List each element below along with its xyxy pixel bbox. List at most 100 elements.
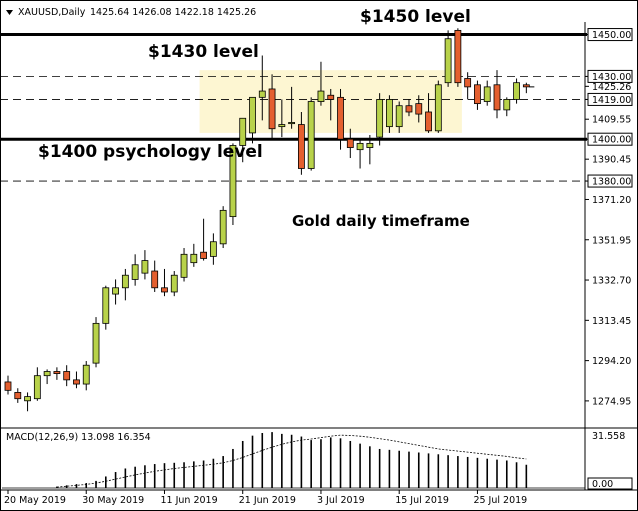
price-tick-label: 1409.55 bbox=[592, 115, 631, 126]
annotation-1400: $1400 psychology level bbox=[38, 142, 263, 162]
candle-bear bbox=[493, 84, 501, 111]
ohlc-readout: 1425.64 1426.08 1422.18 1425.26 bbox=[90, 7, 256, 18]
annotation-1450: $1450 level bbox=[360, 7, 471, 27]
macd-histogram bbox=[56, 432, 528, 488]
price-tick-label: 1274.95 bbox=[592, 396, 631, 407]
candle-bull bbox=[121, 274, 129, 289]
candle-bull bbox=[141, 260, 149, 274]
chart-header: XAUUSD,Daily 1425.64 1426.08 1422.18 142… bbox=[6, 7, 256, 18]
candle-bull bbox=[366, 142, 374, 148]
price-tick-label: 1294.20 bbox=[592, 356, 631, 367]
candle-bull bbox=[102, 287, 110, 324]
candle-bull bbox=[82, 364, 90, 385]
candle-bull bbox=[24, 396, 31, 402]
symbol-label: XAUUSD,Daily bbox=[18, 7, 86, 18]
price-tick-label: 1371.20 bbox=[592, 195, 631, 206]
time-tick-label: 30 May 2019 bbox=[82, 495, 144, 506]
price-tick-label: 1380.00 bbox=[592, 177, 631, 188]
candle-bear bbox=[14, 392, 22, 400]
candle-bull bbox=[434, 84, 442, 132]
candle-bull bbox=[288, 122, 296, 125]
candles bbox=[4, 28, 535, 412]
candle-bull bbox=[444, 38, 452, 84]
candle-bear bbox=[454, 29, 462, 84]
time-tick-label: 20 May 2019 bbox=[4, 495, 66, 506]
candle-bull bbox=[229, 145, 237, 218]
candle-bear bbox=[200, 251, 208, 259]
candle-bull bbox=[92, 322, 100, 364]
time-tick-label: 3 Jul 2019 bbox=[317, 495, 365, 506]
candle-bull bbox=[278, 124, 286, 128]
time-axis: 20 May 2019 30 May 2019 11 Jun 2019 21 Jun … bbox=[4, 490, 527, 506]
price-tick-label: 1430.00 bbox=[592, 72, 631, 83]
candle-bear bbox=[405, 105, 413, 113]
candle-bear bbox=[268, 88, 276, 130]
candle-bull bbox=[356, 142, 364, 151]
candle-bear bbox=[464, 78, 472, 88]
candle-bear bbox=[161, 287, 168, 293]
price-tick-label: 1390.45 bbox=[592, 155, 631, 166]
candle-bull bbox=[180, 253, 188, 278]
candle-bear bbox=[73, 379, 80, 385]
macd-tick-max: 31.558 bbox=[592, 431, 625, 442]
candle-bull bbox=[395, 105, 403, 128]
macd-label: MACD(12,26,9) 13.098 16.354 bbox=[6, 432, 151, 443]
macd-signal-line bbox=[56, 434, 527, 488]
candle-bear bbox=[4, 381, 12, 391]
candle-bear bbox=[474, 84, 481, 105]
price-level-box bbox=[587, 92, 633, 106]
candle-bull bbox=[513, 82, 520, 100]
price-panel bbox=[0, 28, 587, 412]
candle-bull bbox=[239, 117, 247, 146]
time-tick-label: 11 Jun 2019 bbox=[160, 495, 217, 506]
candle-bear bbox=[337, 96, 344, 140]
candle-bull bbox=[112, 287, 119, 295]
candle-bear bbox=[297, 124, 305, 169]
candle-bear bbox=[53, 371, 61, 374]
price-level-box bbox=[587, 174, 633, 188]
level-lines bbox=[0, 33, 587, 182]
annotation-1430: $1430 level bbox=[148, 42, 259, 62]
candle-bull bbox=[170, 274, 178, 293]
candle-bull bbox=[190, 253, 198, 264]
candle-bull bbox=[258, 90, 266, 98]
candle-bear bbox=[346, 138, 354, 148]
candle-bull bbox=[249, 96, 256, 134]
candle-bear bbox=[415, 103, 423, 115]
price-level-box bbox=[587, 69, 633, 83]
candle-bull bbox=[376, 99, 384, 138]
candle-bull bbox=[209, 241, 217, 257]
candle-bull bbox=[307, 101, 315, 169]
price-tick-label: 1400.00 bbox=[592, 135, 631, 146]
triangle-down-icon[interactable] bbox=[6, 10, 13, 15]
candle-bull bbox=[503, 99, 511, 111]
candle-bear bbox=[151, 270, 159, 289]
time-tick-label: 15 Jul 2019 bbox=[395, 495, 449, 506]
time-tick-label: 21 Jun 2019 bbox=[239, 495, 296, 506]
price-tick-label: 1351.95 bbox=[592, 235, 631, 246]
candle-bear bbox=[522, 84, 530, 88]
price-level-box bbox=[587, 132, 633, 146]
candle-bull bbox=[219, 209, 227, 245]
candle-bull bbox=[43, 371, 51, 377]
price-tick-label: 1313.45 bbox=[592, 316, 631, 327]
candle-bull bbox=[317, 90, 325, 102]
price-tick-label: 1450.00 bbox=[592, 30, 631, 41]
price-tick-label: 1425.26 bbox=[592, 82, 631, 93]
price-tick-label: 1332.70 bbox=[592, 276, 631, 287]
macd-tick-zero: 0.00 bbox=[592, 479, 613, 490]
candle-bear bbox=[327, 94, 335, 100]
chart-title: Gold daily timeframe bbox=[292, 212, 470, 230]
candle-bear bbox=[63, 371, 71, 381]
candle-bear bbox=[425, 111, 432, 132]
macd-zero-box bbox=[587, 477, 633, 490]
candle-bull bbox=[386, 99, 393, 128]
price-tick-label: 1419.00 bbox=[592, 95, 631, 106]
time-tick-label: 25 Jul 2019 bbox=[473, 495, 527, 506]
candle-bull bbox=[33, 375, 41, 400]
price-level-box bbox=[587, 28, 633, 42]
candle-bull bbox=[131, 264, 139, 280]
candle-bull bbox=[483, 86, 491, 102]
